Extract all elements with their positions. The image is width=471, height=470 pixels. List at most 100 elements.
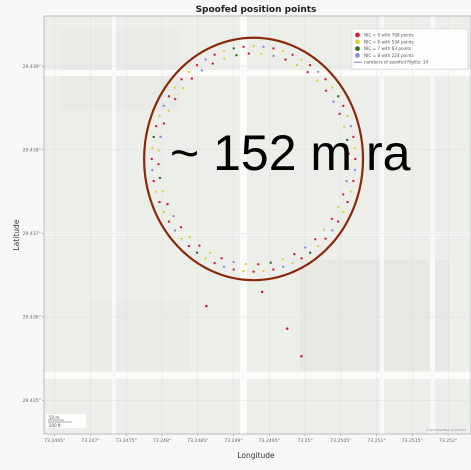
outlier-point xyxy=(285,327,289,330)
data-point xyxy=(346,200,349,204)
legend-label: NIC = 0 with 708 points xyxy=(364,33,414,38)
data-point xyxy=(337,205,340,209)
data-point xyxy=(204,257,207,260)
x-tick-label: 73.2515° xyxy=(402,438,423,444)
data-point xyxy=(222,49,226,53)
data-point xyxy=(222,265,226,269)
data-point xyxy=(272,47,275,50)
x-tick-label: 73.2495° xyxy=(259,438,280,444)
data-point xyxy=(157,163,160,166)
data-point xyxy=(158,176,162,180)
data-point xyxy=(162,122,166,125)
y-tick-label: 29.435° xyxy=(23,398,41,404)
data-point xyxy=(257,263,260,266)
data-point xyxy=(352,135,355,139)
data-point xyxy=(336,220,340,223)
data-point xyxy=(223,57,226,60)
data-point xyxy=(347,166,350,169)
data-point xyxy=(342,210,345,214)
data-point xyxy=(190,77,194,80)
data-point xyxy=(154,190,158,193)
data-point xyxy=(262,269,265,273)
x-tick-label: 73.2465° xyxy=(44,438,65,444)
data-point xyxy=(316,244,320,248)
y-tick-label: 29.439° xyxy=(23,64,41,70)
data-points xyxy=(150,45,357,358)
data-point xyxy=(281,258,284,261)
data-point xyxy=(330,217,334,221)
radius-annotation: ~ 152 m ra xyxy=(170,125,411,181)
legend-swatch xyxy=(355,46,360,51)
data-point xyxy=(158,114,161,118)
data-point xyxy=(242,45,245,48)
scale-bar-box xyxy=(46,414,86,428)
data-point xyxy=(167,220,171,223)
data-point xyxy=(213,261,216,265)
legend-label: NIC = 8 with 224 points xyxy=(364,53,414,58)
x-axis-label: Longitude xyxy=(237,451,275,460)
data-point xyxy=(260,52,263,56)
data-point xyxy=(151,146,154,150)
data-point xyxy=(174,97,177,101)
data-point xyxy=(324,237,327,240)
data-point xyxy=(162,210,166,214)
data-point xyxy=(204,58,207,61)
data-point xyxy=(179,226,183,229)
data-point xyxy=(232,268,235,271)
data-point xyxy=(187,244,191,248)
map-attribution: © OpenStreetMap contributors xyxy=(426,428,467,432)
legend-label: numbers of spoofed flights: 14 xyxy=(364,60,429,65)
data-point xyxy=(322,228,326,231)
data-point xyxy=(293,253,296,256)
y-tick-label: 29.436° xyxy=(23,315,41,321)
map-background xyxy=(44,16,471,434)
data-point xyxy=(346,138,349,142)
data-point xyxy=(232,47,235,50)
data-point xyxy=(181,87,185,90)
data-point xyxy=(324,89,328,92)
x-tick-label: 73.248° xyxy=(153,438,171,444)
radius-circle xyxy=(143,36,365,282)
x-tick-label: 73.2505° xyxy=(330,438,351,444)
data-point xyxy=(211,62,214,65)
data-point xyxy=(154,125,158,128)
data-point xyxy=(306,70,309,74)
scale-bar-imperial: 200 ft xyxy=(49,423,61,428)
y-axis-label: Latitude xyxy=(12,219,21,250)
data-point xyxy=(281,49,285,53)
data-point xyxy=(331,86,334,89)
x-tick-label: 73.25° xyxy=(297,438,312,444)
data-point xyxy=(180,237,183,240)
data-point xyxy=(150,157,153,161)
y-ticks: 29.435° 29.436° 29.437° 29.438° 29.439° xyxy=(23,64,44,404)
data-point xyxy=(159,135,162,138)
data-point xyxy=(345,179,348,183)
data-point xyxy=(173,229,177,232)
plot-frame xyxy=(43,15,471,435)
data-point xyxy=(167,109,171,113)
data-point xyxy=(162,104,166,108)
data-point xyxy=(308,251,312,254)
data-point xyxy=(331,229,334,232)
x-tick-label: 73.247° xyxy=(81,438,99,444)
data-point xyxy=(291,261,294,265)
data-point xyxy=(151,168,154,172)
x-tick-label: 73.249° xyxy=(224,438,242,444)
chart-title: Spoofed position points xyxy=(196,5,317,15)
data-point xyxy=(242,269,245,273)
data-point xyxy=(180,78,183,81)
data-point xyxy=(200,69,204,72)
data-point xyxy=(342,125,346,128)
data-point xyxy=(152,179,155,183)
data-point xyxy=(353,168,357,172)
legend-label: NIC = 7 with 63 points xyxy=(364,46,411,51)
data-point xyxy=(291,53,294,57)
data-point xyxy=(167,95,171,98)
data-point xyxy=(316,70,320,74)
data-point xyxy=(300,257,303,260)
data-point xyxy=(295,63,299,67)
data-point xyxy=(308,64,312,67)
data-point xyxy=(304,246,307,249)
data-point xyxy=(284,58,287,61)
